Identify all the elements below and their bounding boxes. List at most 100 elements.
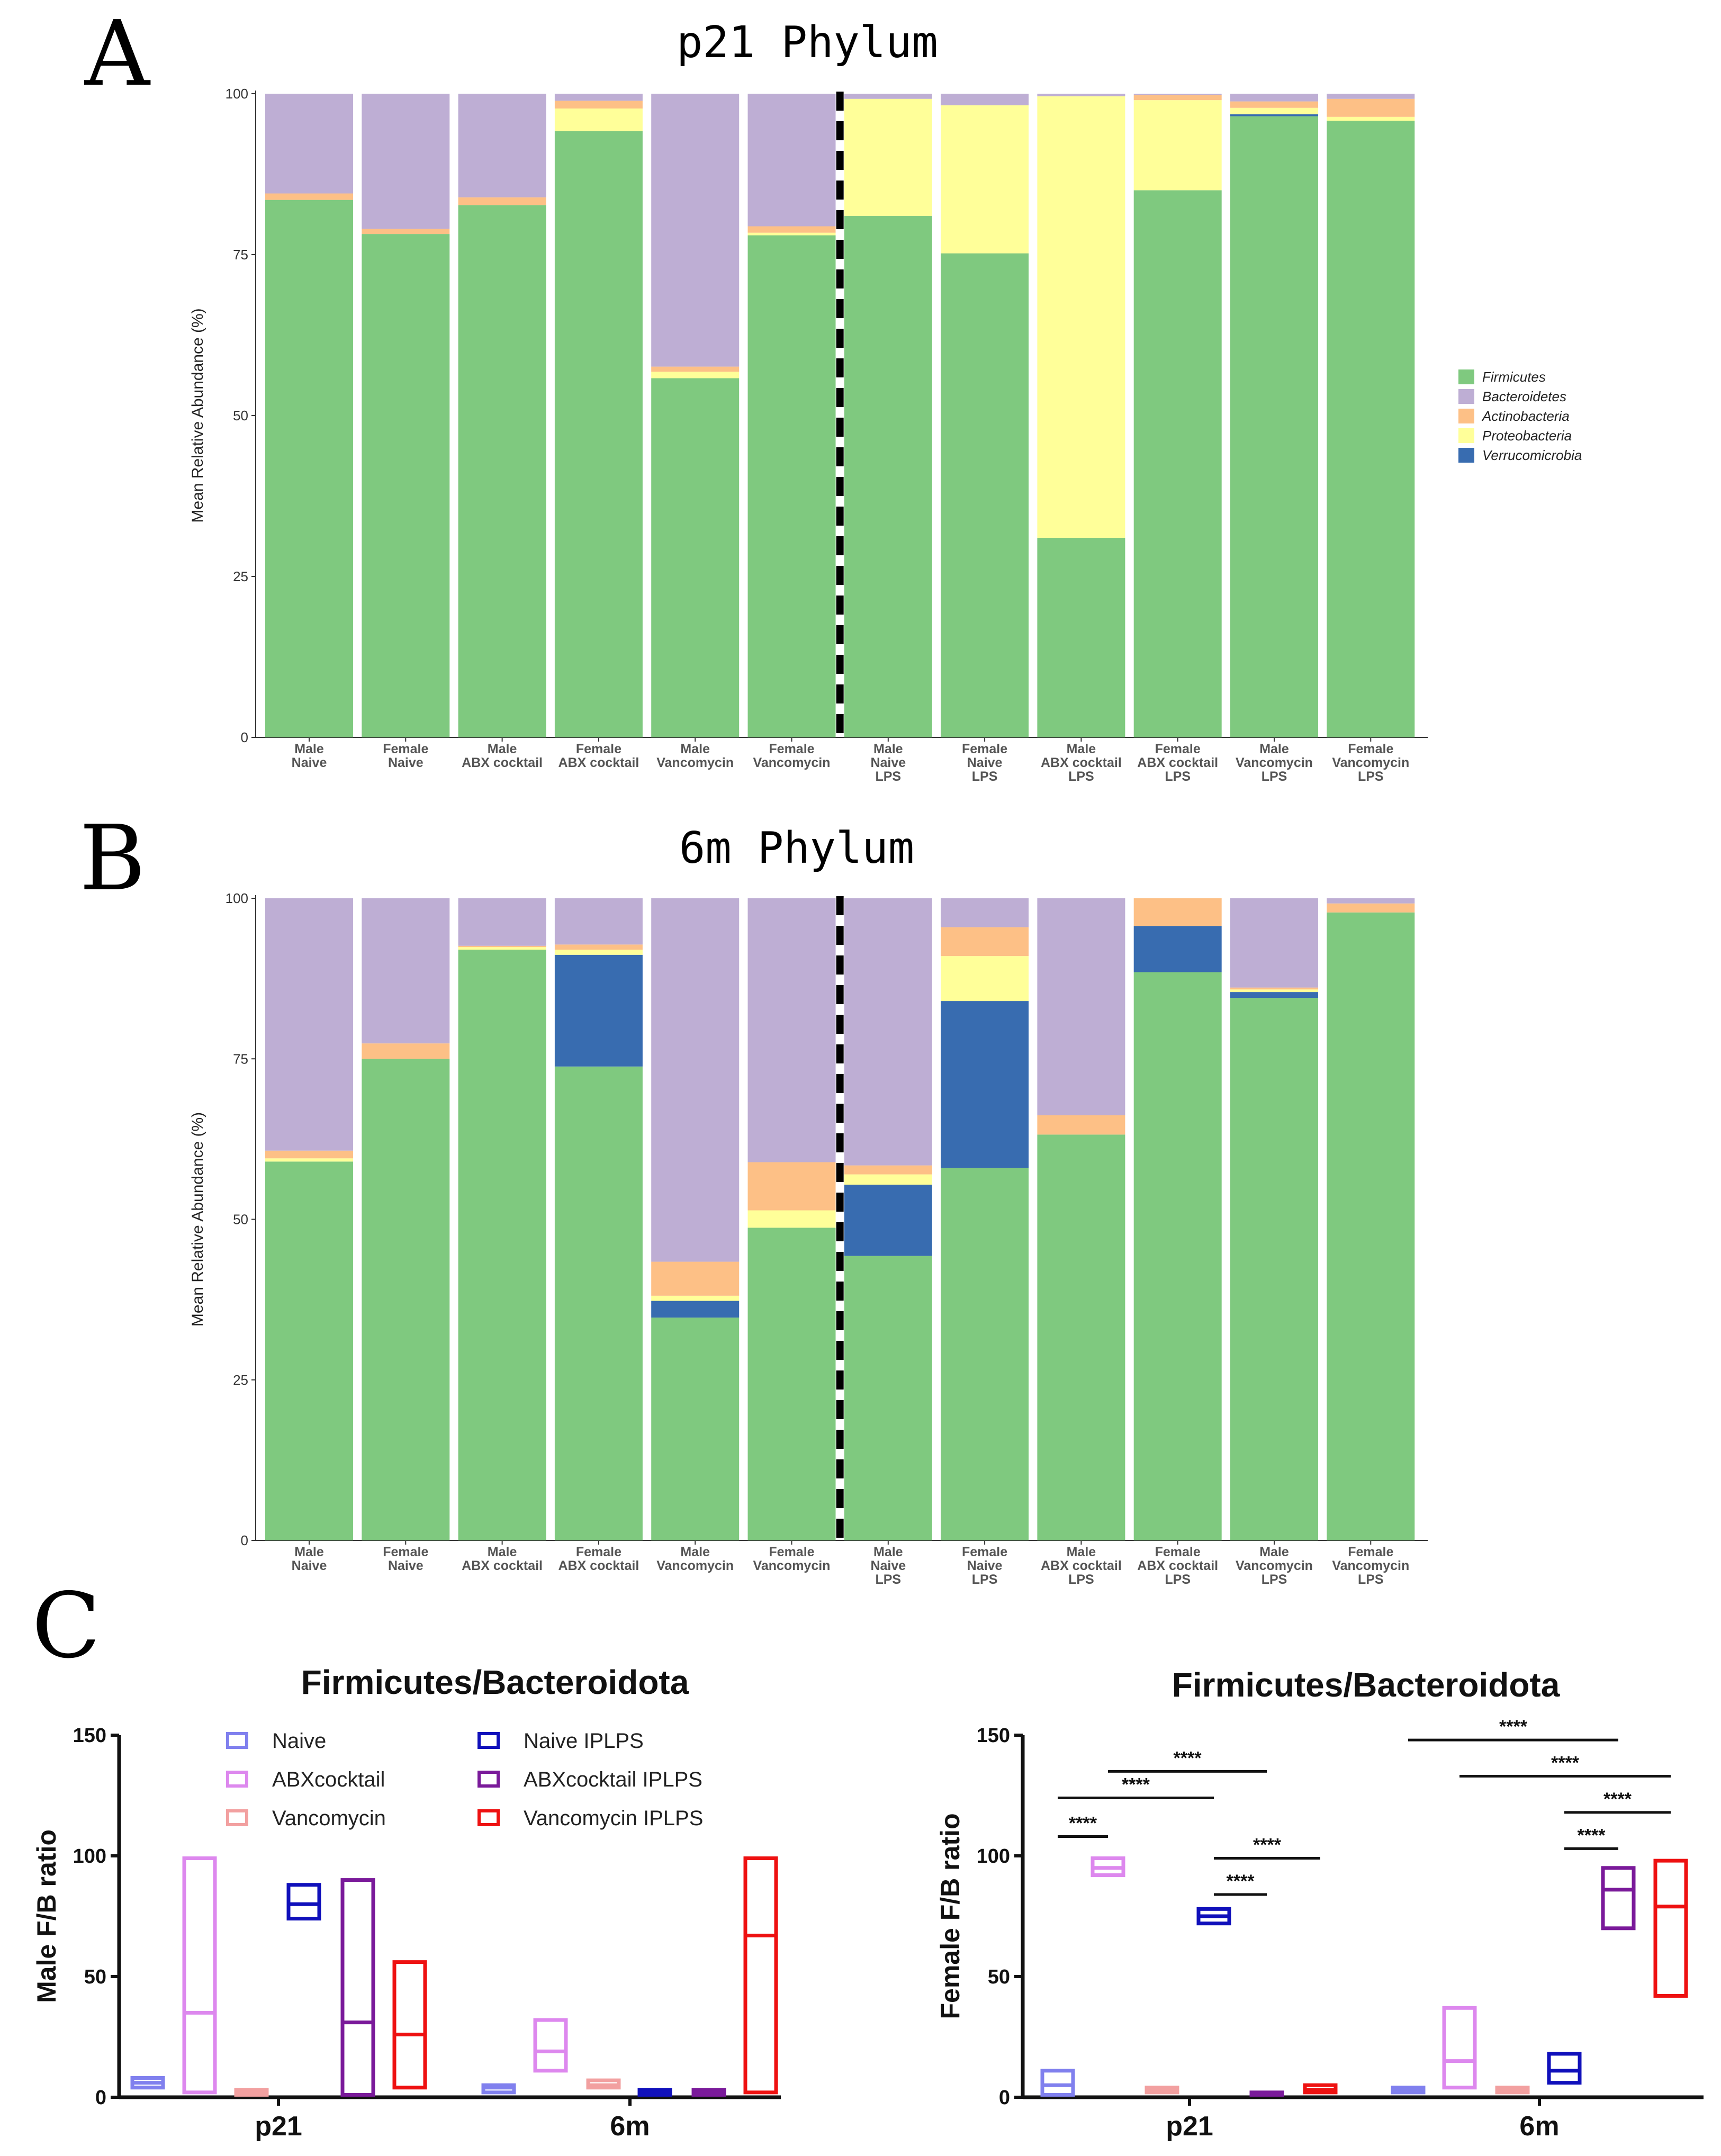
x-tick-label: Female	[383, 1545, 428, 1559]
bar-segment-bacteroidetes	[941, 94, 1029, 105]
bar-segment-firmicutes	[1327, 121, 1415, 737]
y-tick-label: 25	[233, 1372, 248, 1388]
bar-segment-actinobacteria	[554, 101, 643, 109]
bar-segment-actinobacteria	[1230, 101, 1318, 108]
bar-segment-firmicutes	[1230, 116, 1318, 737]
bar-segment-actinobacteria	[458, 945, 546, 948]
panel-c-male-chart: 0 50 100 150 Male F/B ratio p21 6m Naive ABXcock…	[32, 1725, 781, 2142]
y-axis-label: Mean Relative Abundance (%)	[189, 1112, 206, 1327]
bar-segment-actinobacteria	[554, 944, 643, 950]
x-tick-label: LPS	[875, 1572, 901, 1587]
bar-segment-verrucomicrobia	[941, 1001, 1029, 1168]
box-6m-abxcocktail-iplps	[1601, 1866, 1636, 1931]
bar-segment-firmicutes	[747, 1228, 836, 1540]
y-tick-label: 75	[233, 247, 248, 263]
y-tick-label: 25	[233, 569, 248, 584]
legend-label-proteobacteria: Proteobacteria	[1482, 428, 1572, 444]
x-tick-label: Vancomycin	[656, 1558, 734, 1573]
y-tick-label: 150	[73, 1725, 106, 1747]
x-tick-label: Vancomycin	[1236, 1558, 1313, 1573]
x-tick-label: Female	[1155, 1545, 1201, 1559]
bar-segment-actinobacteria	[844, 1165, 932, 1175]
bar-segment-bacteroidetes	[554, 898, 643, 945]
legend-swatch-abxcocktail-iplps	[477, 1771, 500, 1788]
legend-label-bacteroidetes: Bacteroidetes	[1482, 389, 1566, 404]
legend-label-abxcocktail: ABXcocktail	[272, 1768, 385, 1791]
bar-segment-proteobacteria	[941, 105, 1029, 254]
bar-segment-verrucomicrobia	[1133, 926, 1222, 972]
x-tick-label: Naive	[967, 755, 1003, 770]
panel-b-letter: B	[79, 806, 146, 911]
legend-swatch-verrucomicrobia	[1458, 448, 1474, 463]
bar-segment-firmicutes	[941, 1168, 1029, 1540]
x-tick-label: LPS	[1165, 769, 1191, 784]
bar-segment-proteobacteria	[651, 372, 740, 378]
x-tick-label: Female	[769, 742, 814, 756]
y-tick-label: 50	[988, 1966, 1010, 1988]
bar-segment-verrucomicrobia	[1230, 992, 1318, 998]
legend-swatch-naive-iplps	[477, 1732, 500, 1749]
x-tick-label: Naive	[870, 1558, 906, 1573]
bar-segment-firmicutes	[362, 1059, 450, 1540]
bar-segment-bacteroidetes	[844, 898, 932, 1166]
x-tick-label: ABX cocktail	[462, 1558, 543, 1573]
legend-swatch-vancomycin-iplps	[477, 1809, 500, 1826]
x-tick-label: Male	[680, 742, 710, 756]
y-tick-label: 50	[84, 1966, 106, 1988]
significance-label: ****	[1069, 1814, 1097, 1834]
x-tick-label: ABX cocktail	[558, 1558, 639, 1573]
bar-segment-firmicutes	[747, 235, 836, 737]
legend-label-naive: Naive	[272, 1729, 326, 1753]
panel-b-chart: 0 25 50 75 100 Mean Relative Abundance (%) Mal…	[189, 890, 1428, 1587]
y-tick-label: 0	[999, 2087, 1010, 2109]
panel-b-title: 6m Phylum	[679, 823, 914, 873]
bar-segment-bacteroidetes	[1327, 94, 1415, 99]
x-category-label: 6m	[1519, 2111, 1559, 2142]
x-tick-label: LPS	[1068, 1572, 1094, 1587]
bar-segment-actinobacteria	[362, 229, 450, 234]
bar-segment-proteobacteria	[1230, 989, 1318, 993]
box-p21-naive-iplps	[286, 1883, 321, 1921]
x-tick-label: Vancomycin	[656, 755, 734, 770]
legend-label-vancomycin-iplps: Vancomycin IPLPS	[524, 1807, 703, 1830]
x-tick-label: Male	[873, 1545, 903, 1559]
bar-segment-proteobacteria	[1133, 100, 1222, 191]
box-6m-vancomycin-iplps	[1653, 1859, 1688, 1998]
bar-segment-bacteroidetes	[1037, 898, 1125, 1115]
bar-segment-firmicutes	[1327, 912, 1415, 1540]
bar-segment-bacteroidetes	[362, 94, 450, 229]
legend-label-verrucomicrobia: Verrucomicrobia	[1482, 447, 1582, 463]
box-p21-abxcocktail	[182, 1856, 217, 2095]
bar-segment-firmicutes	[844, 216, 932, 737]
x-tick-label: LPS	[1068, 769, 1094, 784]
x-tick-label: LPS	[875, 769, 901, 784]
x-tick-label: Male	[1259, 1545, 1289, 1559]
box-p21-abxcocktail-iplps	[340, 1878, 375, 2097]
bar-segment-verrucomicrobia	[651, 1301, 740, 1318]
x-tick-label: Vancomycin	[1332, 1558, 1409, 1573]
bar-segment-bacteroidetes	[265, 94, 353, 194]
x-tick-label: LPS	[1358, 1572, 1384, 1587]
x-tick-label: ABX cocktail	[558, 755, 639, 770]
box-p21-vancomycin-iplps	[392, 1960, 427, 2090]
bar-segment-bacteroidetes	[1327, 898, 1415, 904]
x-tick-label: ABX cocktail	[1041, 1558, 1122, 1573]
bar-segment-actinobacteria	[1230, 987, 1318, 990]
significance-label: ****	[1253, 1835, 1282, 1855]
box-6m-vancomycin-iplps	[743, 1856, 778, 2095]
bar-segment-actinobacteria	[1133, 95, 1222, 101]
bar-segment-proteobacteria	[1037, 96, 1125, 538]
x-tick-label: Male	[488, 1545, 517, 1559]
bar-segment-proteobacteria	[554, 108, 643, 131]
x-tick-label: LPS	[1262, 769, 1287, 784]
x-tick-label: Vancomycin	[1332, 755, 1409, 770]
x-tick-label: Female	[383, 742, 428, 756]
bar-segment-firmicutes	[554, 131, 643, 738]
x-tick-label: Male	[1067, 742, 1096, 756]
bar-segment-proteobacteria	[651, 1295, 740, 1301]
x-tick-label: Male	[294, 742, 324, 756]
bar-segment-proteobacteria	[265, 1158, 353, 1162]
x-tick-label: ABX cocktail	[462, 755, 543, 770]
bar-segment-actinobacteria	[747, 226, 836, 233]
bar-segment-proteobacteria	[844, 98, 932, 216]
